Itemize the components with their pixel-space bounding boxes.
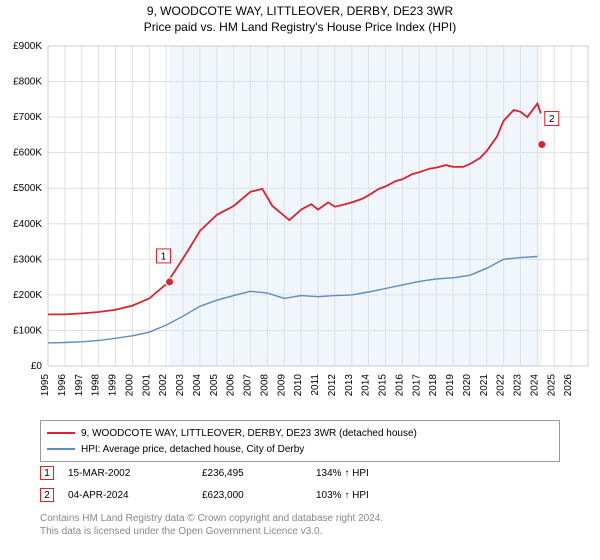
transaction-date: 15-MAR-2002	[68, 468, 188, 479]
x-tick-label: 2023	[513, 374, 524, 397]
transaction-pct: 134% ↑ HPI	[316, 468, 436, 479]
transaction-pct: 103% ↑ HPI	[316, 490, 436, 501]
x-tick-label: 2012	[327, 374, 338, 397]
x-tick-label: 1995	[40, 374, 51, 397]
legend-label: 9, WOODCOTE WAY, LITTLEOVER, DERBY, DE23…	[81, 428, 417, 439]
y-tick-label: £200K	[13, 290, 42, 301]
marker-point-2	[538, 140, 546, 148]
x-tick-label: 2009	[276, 374, 287, 397]
x-tick-label: 2003	[175, 374, 186, 397]
x-tick-label: 2008	[259, 374, 270, 397]
chart-area: £0 £100K £200K £300K £400K £500K £600K £700K £80…	[0, 40, 600, 380]
transaction-row: 2 04-APR-2024 £623,000 103% ↑ HPI	[40, 484, 560, 506]
chart-titles: 9, WOODCOTE WAY, LITTLEOVER, DERBY, DE23…	[0, 0, 600, 34]
y-tick-label: £600K	[13, 148, 42, 159]
x-tick-label: 1997	[74, 374, 85, 397]
marker-point-1	[166, 278, 174, 286]
footer-line2: This data is licensed under the Open Gov…	[40, 525, 560, 538]
x-tick-label: 2007	[243, 374, 254, 397]
x-tick-label: 2018	[428, 374, 439, 397]
legend-row: 9, WOODCOTE WAY, LITTLEOVER, DERBY, DE23…	[47, 425, 553, 441]
legend-label: HPI: Average price, detached house, City…	[81, 444, 304, 455]
x-tick-label: 2005	[209, 374, 220, 397]
marker-label-2: 2	[549, 114, 555, 125]
x-tick-label: 2021	[479, 374, 490, 397]
y-tick-label: £0	[31, 361, 43, 372]
transaction-price: £236,495	[202, 468, 302, 479]
x-tick-label: 2022	[496, 374, 507, 397]
x-tick-label: 2013	[344, 374, 355, 397]
marker-label-1: 1	[161, 251, 167, 262]
legend-row: HPI: Average price, detached house, City…	[47, 441, 553, 457]
x-tick-label: 2001	[141, 374, 152, 397]
footer-line1: Contains HM Land Registry data © Crown c…	[40, 512, 560, 525]
y-tick-label: £500K	[13, 183, 42, 194]
y-tick-label: £700K	[13, 112, 42, 123]
legend: 9, WOODCOTE WAY, LITTLEOVER, DERBY, DE23…	[40, 420, 560, 462]
x-tick-label: 1996	[57, 374, 68, 397]
x-tick-label: 2026	[563, 374, 574, 397]
x-tick-label: 2010	[293, 374, 304, 397]
x-tick-label: 2004	[192, 374, 203, 397]
y-tick-label: £800K	[13, 77, 42, 88]
y-tick-label: £300K	[13, 254, 42, 265]
transaction-price: £623,000	[202, 490, 302, 501]
footer-attribution: Contains HM Land Registry data © Crown c…	[40, 512, 560, 538]
price-chart: £0 £100K £200K £300K £400K £500K £600K £700K £80…	[0, 40, 600, 420]
x-tick-label: 2014	[361, 374, 372, 397]
x-tick-label: 2020	[462, 374, 473, 397]
x-tick-label: 1998	[91, 374, 102, 397]
shaded-period	[170, 46, 542, 366]
x-tick-label: 2000	[124, 374, 135, 397]
legend-swatch	[47, 448, 75, 450]
transactions-table: 1 15-MAR-2002 £236,495 134% ↑ HPI 2 04-APR-20…	[40, 462, 560, 506]
x-tick-label: 2006	[226, 374, 237, 397]
y-tick-label: £400K	[13, 219, 42, 230]
y-tick-label: £900K	[13, 41, 42, 52]
x-tick-label: 1999	[108, 374, 119, 397]
x-tick-label: 2016	[394, 374, 405, 397]
x-tick-label: 2025	[546, 374, 557, 397]
y-tick-label: £100K	[13, 325, 42, 336]
legend-swatch	[47, 432, 75, 434]
x-tick-label: 2015	[378, 374, 389, 397]
title-address: 9, WOODCOTE WAY, LITTLEOVER, DERBY, DE23…	[0, 4, 600, 18]
x-tick-label: 2017	[411, 374, 422, 397]
transaction-marker: 2	[40, 488, 54, 502]
transaction-row: 1 15-MAR-2002 £236,495 134% ↑ HPI	[40, 462, 560, 484]
transaction-marker: 1	[40, 466, 54, 480]
x-tick-label: 2002	[158, 374, 169, 397]
x-tick-label: 2024	[529, 374, 540, 397]
title-subtitle: Price paid vs. HM Land Registry's House …	[0, 20, 600, 34]
x-tick-label: 2019	[445, 374, 456, 397]
x-tick-label: 2011	[310, 374, 321, 396]
transaction-date: 04-APR-2024	[68, 490, 188, 501]
